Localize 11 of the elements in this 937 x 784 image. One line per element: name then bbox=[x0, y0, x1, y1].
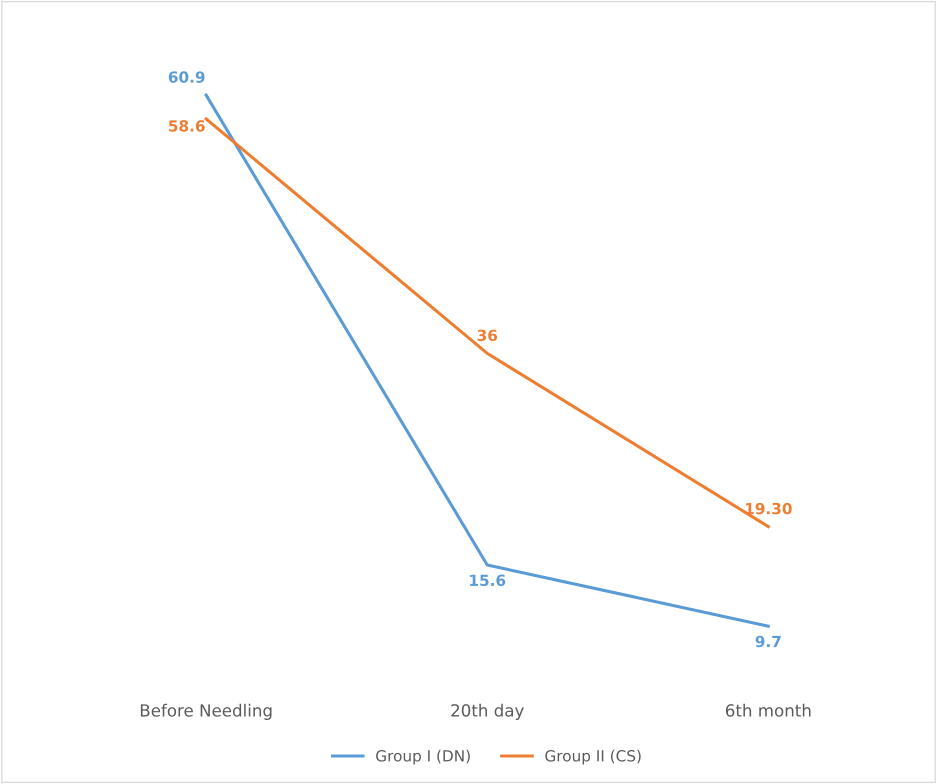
data-label: 15.6 bbox=[470, 574, 506, 586]
x-tick-label: 20th day bbox=[451, 704, 524, 720]
legend-label: Group I (DN) bbox=[376, 750, 470, 765]
data-label: 36 bbox=[478, 330, 498, 342]
data-label: 9.7 bbox=[756, 636, 781, 648]
legend-label: Group II (CS) bbox=[545, 750, 641, 765]
x-tick-label: 6th month bbox=[726, 704, 810, 717]
x-tick-label: Before Needling bbox=[140, 704, 272, 720]
data-label: 60.9 bbox=[168, 71, 205, 83]
data-label: 19.30 bbox=[746, 502, 792, 514]
data-label: 58.6 bbox=[169, 120, 205, 132]
